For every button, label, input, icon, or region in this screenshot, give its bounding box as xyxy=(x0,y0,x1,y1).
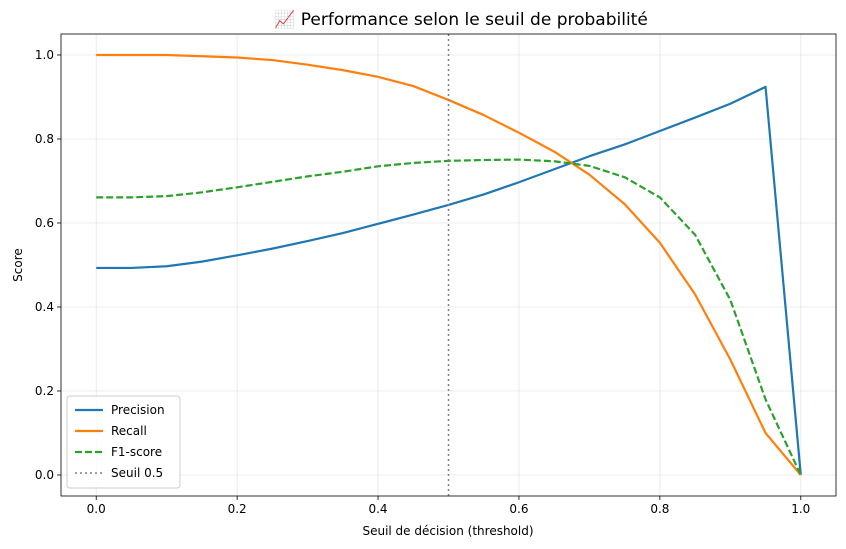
y-tick-label: 1.0 xyxy=(35,48,54,62)
legend-label: Seuil 0.5 xyxy=(111,466,163,480)
ticks: 0.0 0.2 0.4 0.6 0.8 1.0 0.0 0.2 0.4 0.6 0.8 1.0 xyxy=(35,48,810,516)
y-tick-label: 0.2 xyxy=(35,384,54,398)
legend: Precision Recall F1-score Seuil 0.5 xyxy=(66,395,181,489)
legend-label: Precision xyxy=(111,403,165,417)
x-tick-label: 0.4 xyxy=(368,502,387,516)
x-axis-label: Seuil de décision (threshold) xyxy=(362,524,533,538)
y-tick-label: 0.4 xyxy=(35,300,54,314)
x-tick-label: 0.6 xyxy=(509,502,528,516)
y-axis-label: Score xyxy=(11,248,25,282)
plot-lines xyxy=(96,34,802,496)
plot-frame xyxy=(60,33,837,497)
series-line-f1-score xyxy=(96,158,802,476)
x-tick-label: 0.0 xyxy=(87,502,106,516)
y-tick-label: 0.0 xyxy=(35,468,54,482)
x-tick-label: 1.0 xyxy=(791,502,810,516)
legend-label: F1-score xyxy=(111,445,162,459)
legend-label: Recall xyxy=(111,424,147,438)
y-tick-label: 0.8 xyxy=(35,132,54,146)
legend-box xyxy=(66,395,181,489)
x-tick-label: 0.2 xyxy=(228,502,247,516)
x-tick-label: 0.8 xyxy=(650,502,669,516)
y-tick-label: 0.6 xyxy=(35,216,54,230)
chart-title: 📈 Performance selon le seuil de probabil… xyxy=(274,9,648,30)
